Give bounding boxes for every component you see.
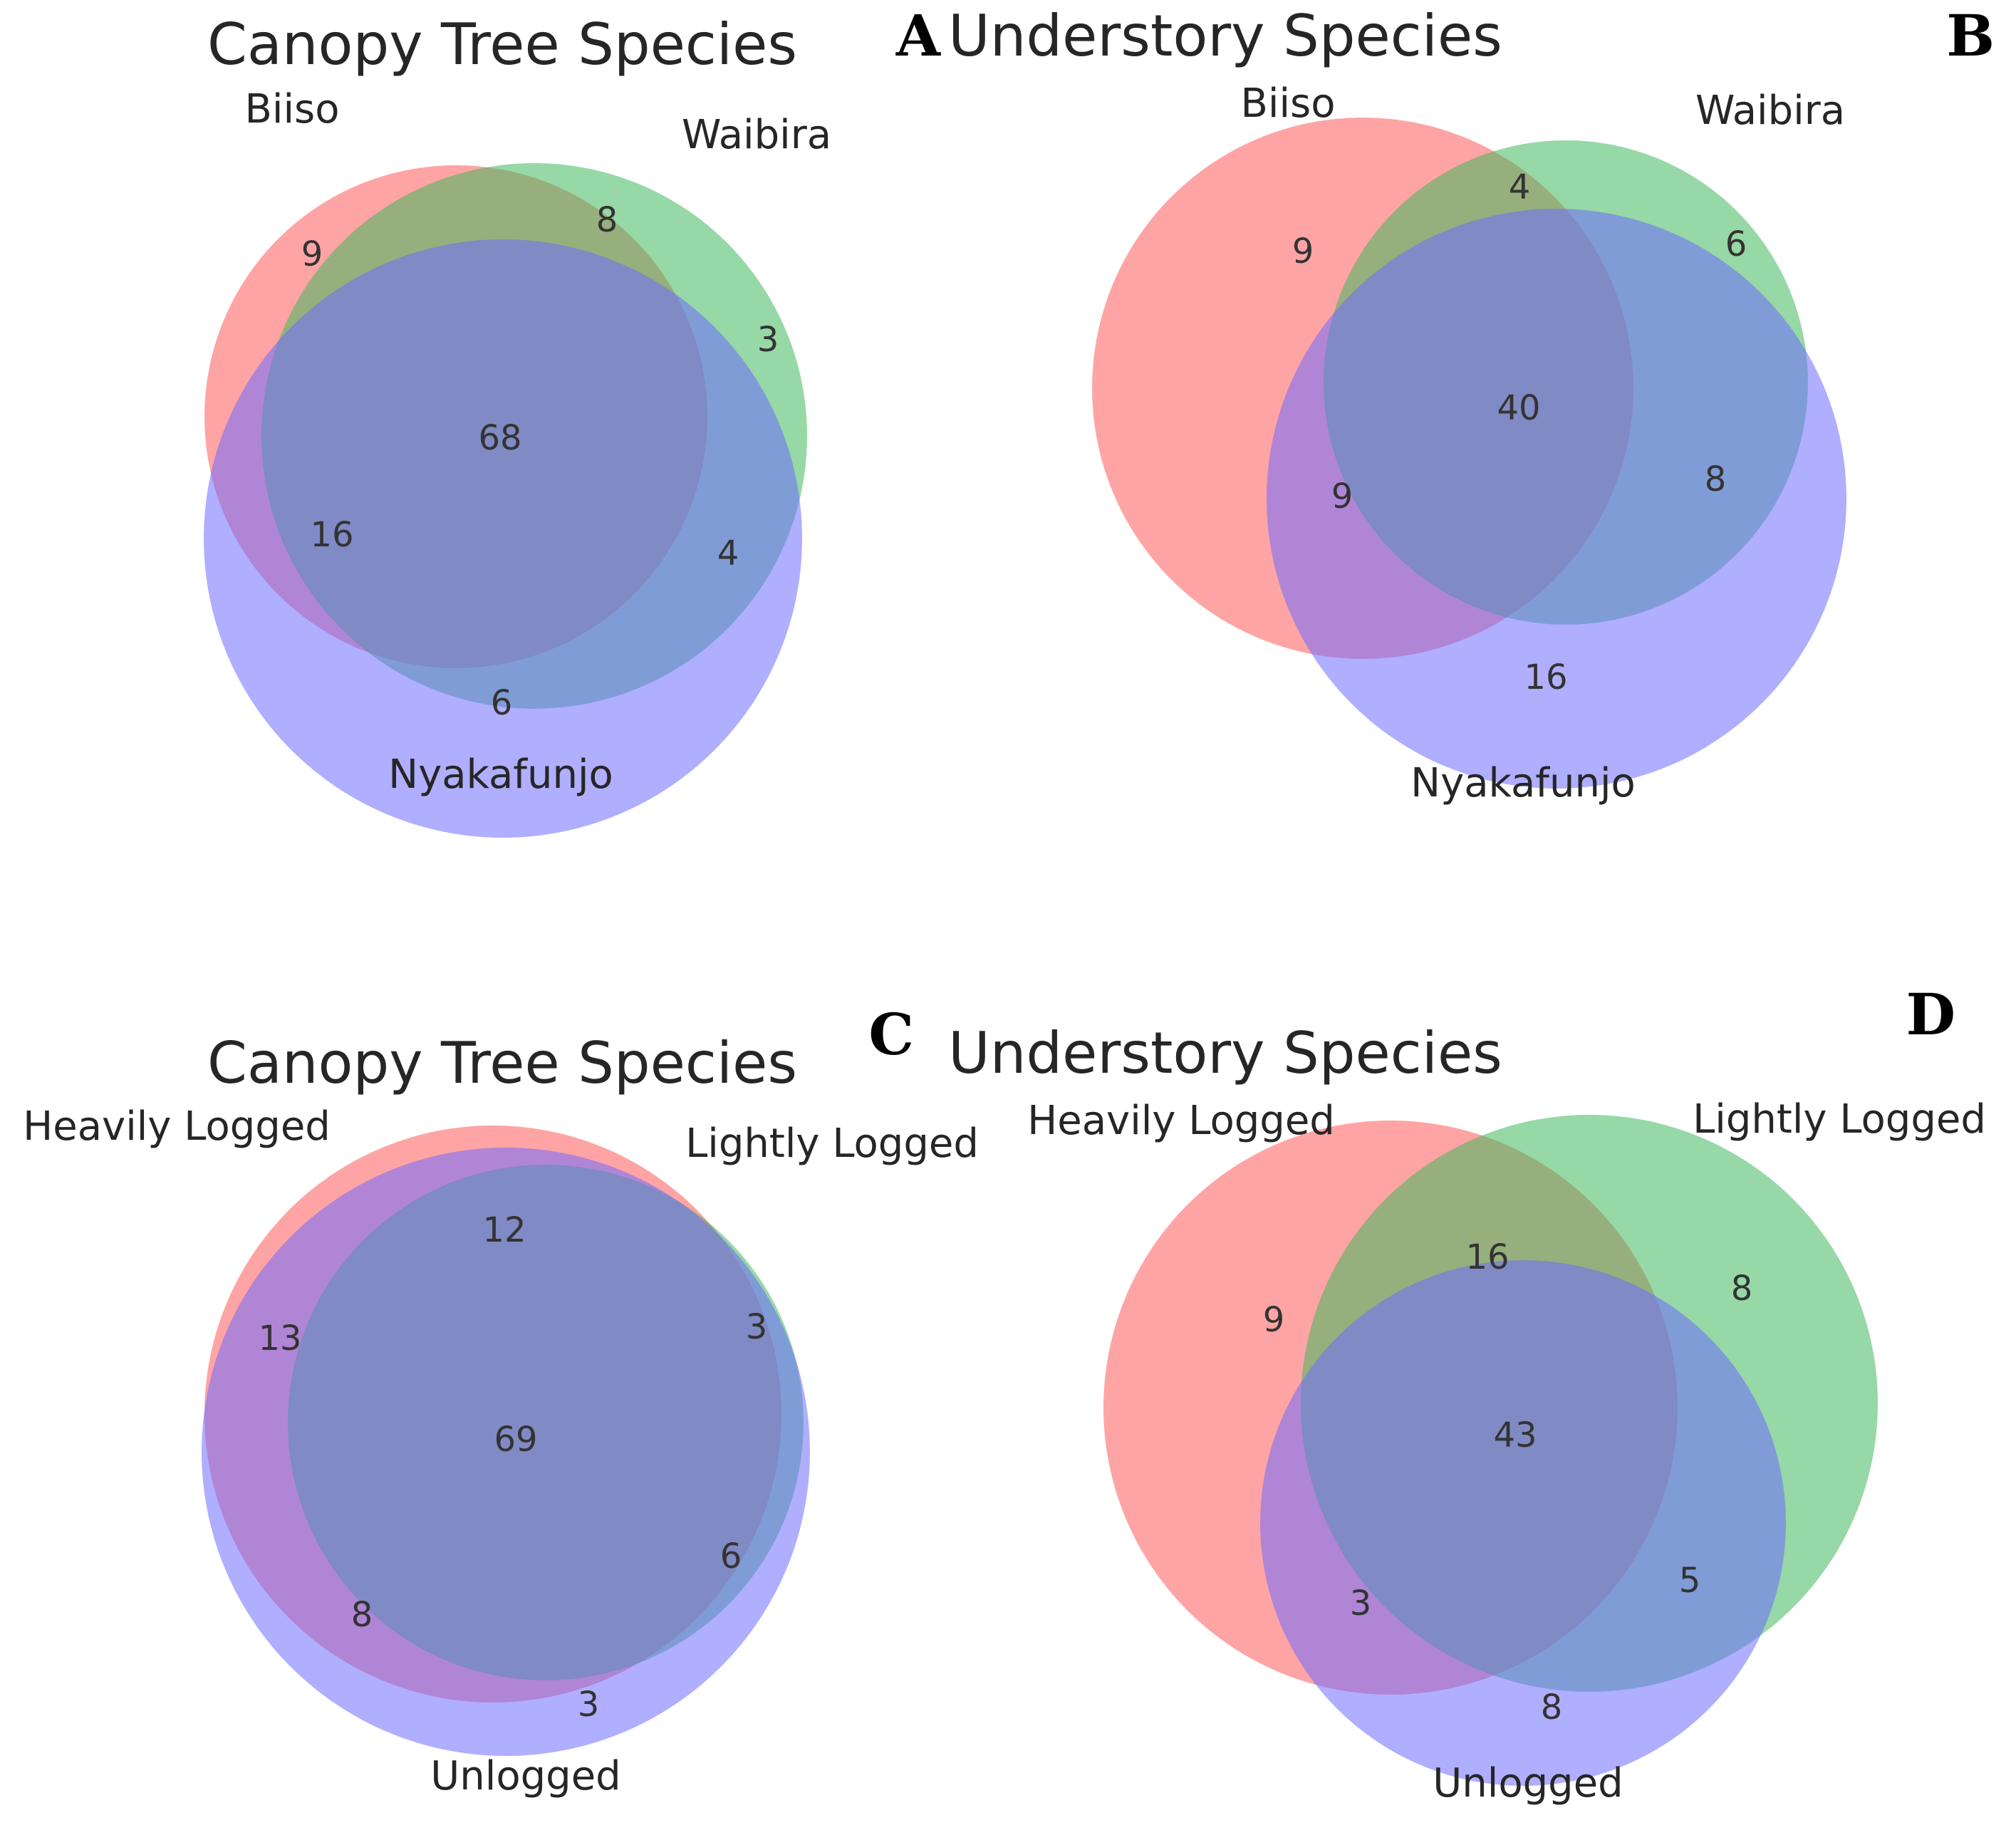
panel-letter: B (1946, 2, 1995, 69)
region-count-only-3: 8 (1541, 1688, 1563, 1727)
set-label-2: Lightly Logged (1693, 1096, 1986, 1143)
region-count-only-3: 3 (578, 1685, 600, 1725)
set-label-1: Biiso (245, 86, 340, 132)
region-count-1-3: 16 (310, 515, 353, 555)
region-count-2-3: 4 (717, 534, 739, 573)
venn-panel-a: Canopy Tree Species A Biiso Waibira Nyakafun… (204, 2, 941, 838)
region-count-2-3: 5 (1679, 1561, 1701, 1601)
region-count-1-2: 4 (1509, 167, 1531, 207)
circle-set-3 (202, 1148, 810, 1756)
set-label-1: Biiso (1241, 80, 1336, 127)
panel-letter: D (1906, 981, 1955, 1048)
panel-title: Canopy Tree Species (207, 11, 797, 78)
region-count-1-2-3: 43 (1493, 1415, 1537, 1455)
set-label-3: Unlogged (430, 1753, 620, 1799)
region-count-2-3: 6 (720, 1537, 742, 1576)
region-count-only-2: 3 (746, 1307, 768, 1347)
venn-panel-d: Understory Species D Heavily Logged Lightly… (948, 981, 1986, 1807)
region-count-only-1: 9 (1263, 1300, 1285, 1340)
panel-title: Understory Species (948, 1020, 1502, 1086)
region-count-1-2-3: 69 (494, 1420, 537, 1460)
region-count-only-1: 9 (1292, 232, 1314, 271)
circle-set-3 (1260, 1260, 1786, 1786)
set-label-3: Unlogged (1433, 1760, 1623, 1807)
region-count-1-2: 8 (596, 200, 618, 240)
venn-panel-c: Canopy Tree Species C Heavily Logged Lightl… (23, 1001, 979, 1799)
set-label-2: Waibira (1695, 88, 1845, 134)
region-count-1-2-3: 68 (478, 418, 521, 458)
set-label-2: Lightly Logged (685, 1121, 979, 1167)
panel-letter: C (868, 1001, 914, 1068)
set-label-3: Nyakafunjo (1410, 760, 1636, 806)
circle-set-3 (204, 239, 802, 838)
region-count-1-2-3: 40 (1497, 388, 1540, 428)
circle-set-3 (1267, 209, 1846, 789)
set-label-1: Heavily Logged (23, 1103, 331, 1150)
set-label-2: Waibira (682, 112, 831, 158)
set-label-3: Nyakafunjo (388, 752, 613, 798)
region-count-only-2: 6 (1725, 224, 1747, 264)
venn-panel-b: Understory Species B Biiso Waibira Nyakafunj… (948, 2, 1995, 806)
region-count-1-2: 16 (1465, 1237, 1509, 1277)
panel-letter: A (895, 2, 941, 69)
region-count-only-3: 16 (1524, 657, 1567, 697)
region-count-1-3: 9 (1331, 477, 1353, 516)
region-count-1-3: 3 (1350, 1584, 1372, 1623)
region-count-1-2: 12 (482, 1210, 526, 1250)
region-count-1-3: 8 (351, 1595, 373, 1635)
region-count-2-3: 8 (1705, 459, 1727, 499)
panel-title: Understory Species (948, 3, 1502, 69)
region-count-only-3: 6 (491, 683, 513, 723)
region-count-only-2: 3 (757, 320, 779, 360)
region-count-only-1: 13 (258, 1319, 301, 1358)
panel-title: Canopy Tree Species (207, 1030, 797, 1096)
region-count-only-1: 9 (301, 234, 323, 274)
set-label-1: Heavily Logged (1027, 1098, 1335, 1144)
region-count-only-2: 8 (1731, 1269, 1753, 1309)
